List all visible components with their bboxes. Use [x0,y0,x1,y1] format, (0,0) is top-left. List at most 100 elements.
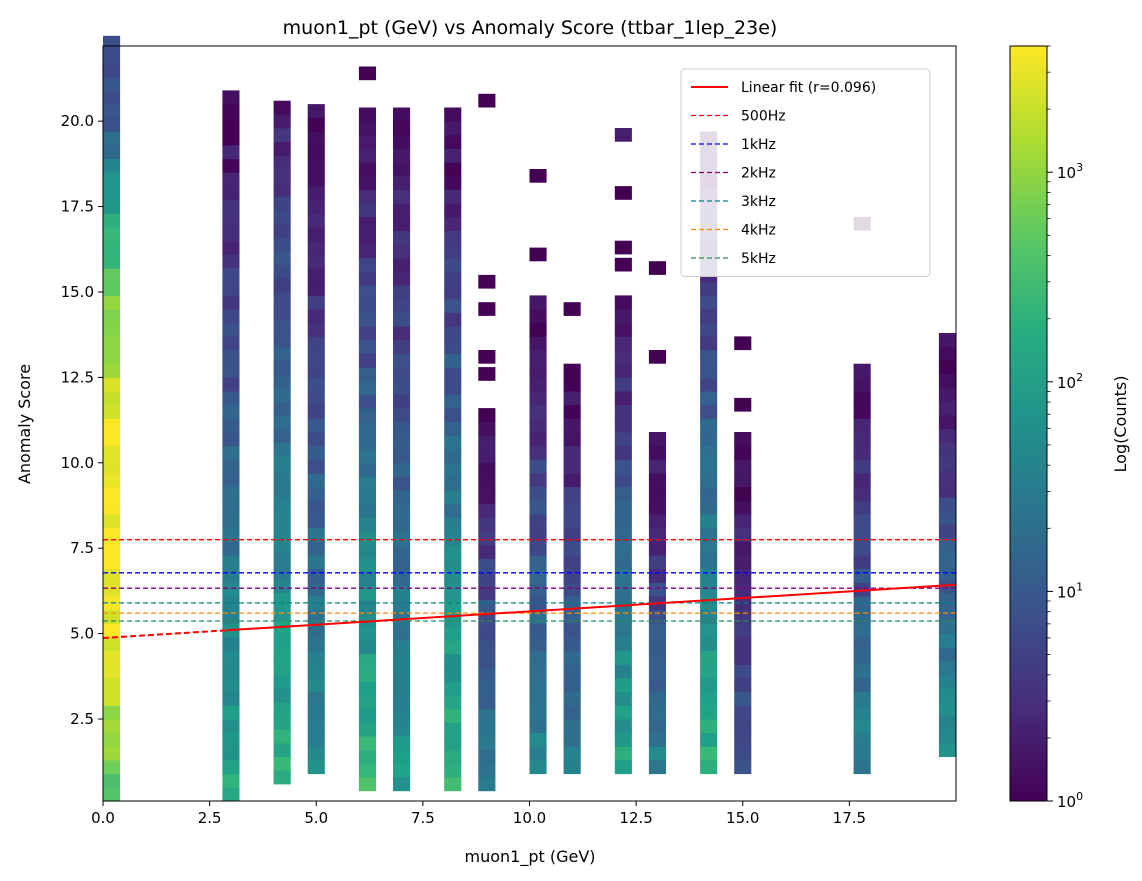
heatmap-cell [853,391,871,406]
heatmap-cell [358,626,376,641]
heatmap-cell [358,490,376,505]
heatmap-cell [103,691,121,706]
heatmap-cell [307,199,325,214]
heatmap-cell [307,117,325,132]
heatmap-cell [222,363,240,378]
heatmap-cell [307,691,325,706]
heatmap-cell [529,377,547,392]
heatmap-cell [563,760,581,775]
heatmap-cell [614,637,632,652]
heatmap-cell [444,722,462,737]
heatmap-cell [444,558,462,573]
heatmap-cell [103,104,121,119]
heatmap-cell [393,476,411,491]
heatmap-cell [222,596,240,611]
heatmap-cell [103,514,121,529]
heatmap-cell [358,654,376,669]
heatmap-cell [529,295,547,310]
heatmap-cell [307,445,325,460]
heatmap-cell [358,708,376,723]
heatmap-cell [273,633,291,648]
heatmap-cell [478,93,496,108]
heatmap-cell [103,404,121,419]
heatmap-cell [938,551,956,566]
heatmap-cell [273,141,291,156]
heatmap-cell [393,421,411,436]
heatmap-cell [358,667,376,682]
heatmap-cell [938,360,956,375]
heatmap-cell [734,746,752,761]
heatmap-cell [393,722,411,737]
heatmap-cell [938,469,956,484]
heatmap-cell [103,145,121,160]
heatmap-cell [700,541,718,556]
heatmap-cell [614,691,632,706]
heatmap-cell [222,322,240,337]
heatmap-cell [444,339,462,354]
heatmap-cell [307,609,325,624]
heatmap-cell [853,568,871,583]
heatmap-cell [273,210,291,225]
heatmap-cell [273,551,291,566]
heatmap-cell [358,107,376,122]
y-axis: 2.5 5.0 7.5 10.0 12.5 15.0 17.5 20.0 [61,112,103,728]
legend-label: 5kHz [741,251,776,267]
heatmap-cell [103,582,121,597]
heatmap-cell [307,336,325,351]
heatmap-cell [222,773,240,788]
heatmap-cell [103,773,121,788]
heatmap-cell [444,367,462,382]
heatmap-cell [307,432,325,447]
heatmap-cell [222,746,240,761]
heatmap-cell [853,473,871,488]
heatmap-cell [358,271,376,286]
heatmap-cell [478,531,496,546]
heatmap-cell [307,172,325,187]
heatmap-cell [700,377,718,392]
heatmap-cell [103,637,121,652]
heatmap-cell [478,421,496,436]
heatmap-cell [393,121,411,136]
heatmap-cell [529,555,547,570]
heatmap-cell [103,432,121,447]
heatmap-cell [222,568,240,583]
heatmap-cell [307,650,325,665]
heatmap-cell [358,640,376,655]
heatmap-cell [938,442,956,457]
heatmap-cell [734,568,752,583]
heatmap-cell [478,763,496,778]
heatmap-cell [444,654,462,669]
heatmap-cell [358,216,376,231]
heatmap-cell [307,377,325,392]
heatmap-cell [393,517,411,532]
heatmap-cell [273,537,291,552]
heatmap-cell [444,544,462,559]
heatmap-cell [444,435,462,450]
heatmap-cell [938,428,956,443]
heatmap-cell [358,585,376,600]
heatmap-cell [307,295,325,310]
heatmap-cell [273,660,291,675]
heatmap-cell [529,637,547,652]
heatmap-cell [103,760,121,775]
heatmap-cell [444,476,462,491]
heatmap-cell [938,715,956,730]
heatmap-cell [648,760,666,775]
legend-label: 3kHz [741,194,776,210]
heatmap-cell [307,719,325,734]
heatmap-cell [529,582,547,597]
heatmap-cell [648,678,666,693]
heatmap-cell [444,421,462,436]
heatmap-cell [103,363,121,378]
heatmap-cell [478,274,496,289]
heatmap-cell [529,678,547,693]
heatmap-cell [853,527,871,542]
heatmap-cell [444,490,462,505]
heatmap-cell [222,309,240,324]
heatmap-cell [853,596,871,611]
heatmap-cell [273,196,291,211]
heatmap-cell [358,257,376,272]
heatmap-cell [614,678,632,693]
heatmap-cell [734,609,752,624]
heatmap-cell [700,295,718,310]
